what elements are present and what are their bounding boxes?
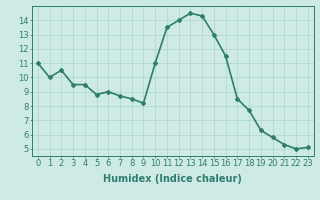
X-axis label: Humidex (Indice chaleur): Humidex (Indice chaleur): [103, 174, 242, 184]
